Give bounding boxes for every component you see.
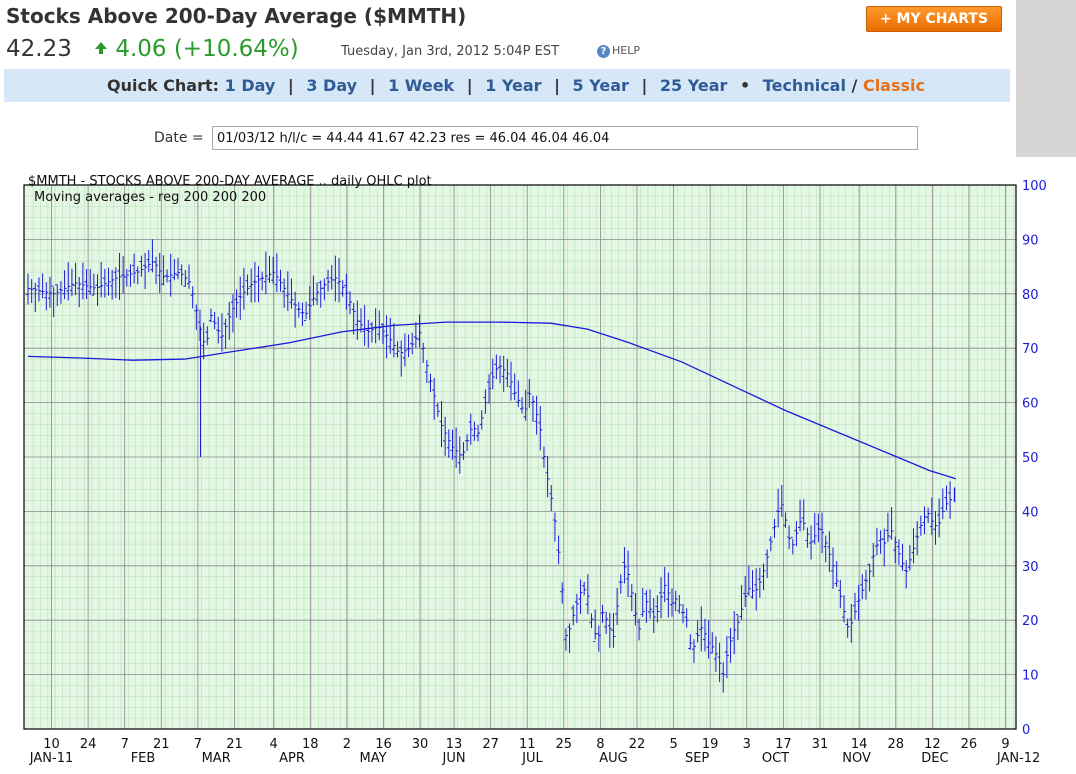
y-tick-label: 40 xyxy=(1022,505,1039,520)
chart-title: $MMTH - STOCKS ABOVE 200-DAY AVERAGE .. … xyxy=(28,174,432,189)
x-tick-label: 24 xyxy=(80,737,97,752)
x-tick-label: 8 xyxy=(596,737,604,752)
slash-separator: / xyxy=(851,76,858,95)
help-icon: ? xyxy=(597,45,610,58)
x-tick-label: 27 xyxy=(482,737,499,752)
month-label: APR xyxy=(279,751,305,766)
timestamp: Tuesday, Jan 3rd, 2012 5:04P EST xyxy=(341,44,560,59)
bullet-separator: • xyxy=(739,76,751,95)
y-tick-label: 30 xyxy=(1022,560,1039,575)
x-tick-label: 30 xyxy=(412,737,429,752)
x-tick-label: 13 xyxy=(446,737,463,752)
classic-link[interactable]: Classic xyxy=(862,76,925,95)
quick-link-25-year[interactable]: 25 Year xyxy=(659,76,728,95)
x-tick-label: 21 xyxy=(153,737,170,752)
date-label: Date = xyxy=(154,130,204,146)
y-tick-label: 100 xyxy=(1022,179,1047,194)
month-label: FEB xyxy=(131,751,156,766)
my-charts-button[interactable]: + MY CHARTS xyxy=(866,6,1002,32)
price-change-value: 4.06 (+10.64%) xyxy=(115,36,299,62)
month-label: JUN xyxy=(441,751,465,766)
quick-link-1-year[interactable]: 1 Year xyxy=(485,76,542,95)
month-label: JUL xyxy=(521,751,543,766)
x-tick-label: 12 xyxy=(924,737,941,752)
month-label: MAR xyxy=(202,751,231,766)
x-tick-label: 9 xyxy=(1001,737,1009,752)
x-tick-label: 21 xyxy=(226,737,243,752)
technical-link[interactable]: Technical xyxy=(762,76,846,95)
x-tick-label: 14 xyxy=(851,737,868,752)
y-tick-label: 80 xyxy=(1022,288,1039,303)
month-label: JAN-12 xyxy=(996,751,1040,766)
month-label: DEC xyxy=(921,751,948,766)
y-tick-label: 20 xyxy=(1022,614,1039,629)
x-tick-label: 2 xyxy=(343,737,351,752)
last-price: 42.23 xyxy=(6,36,72,62)
help-link[interactable]: ? HELP xyxy=(597,44,640,58)
month-label: MAY xyxy=(359,751,386,766)
month-label: OCT xyxy=(762,751,789,766)
quick-link-5-year[interactable]: 5 Year xyxy=(572,76,629,95)
month-label: SEP xyxy=(685,751,709,766)
quick-link-1-day[interactable]: 1 Day xyxy=(224,76,276,95)
chart-subtitle: Moving averages - reg 200 200 200 xyxy=(34,190,266,205)
quick-chart-bar: Quick Chart: 1 Day | 3 Day | 1 Week | 1 … xyxy=(4,69,1010,102)
separator: | xyxy=(287,76,294,95)
right-gray-panel xyxy=(1016,0,1076,157)
x-tick-label: 7 xyxy=(121,737,129,752)
x-tick-label: 26 xyxy=(961,737,978,752)
separator: | xyxy=(641,76,648,95)
month-label: JAN-11 xyxy=(29,751,73,766)
x-tick-label: 25 xyxy=(556,737,573,752)
x-tick-label: 7 xyxy=(194,737,202,752)
quick-link-3-day[interactable]: 3 Day xyxy=(306,76,358,95)
x-tick-label: 3 xyxy=(743,737,751,752)
y-tick-label: 70 xyxy=(1022,342,1039,357)
x-tick-label: 4 xyxy=(270,737,278,752)
up-arrow-icon xyxy=(95,42,107,54)
x-tick-label: 19 xyxy=(702,737,719,752)
y-tick-label: 60 xyxy=(1022,397,1039,412)
y-tick-label: 0 xyxy=(1022,723,1030,738)
separator: | xyxy=(554,76,560,95)
x-tick-label: 16 xyxy=(375,737,392,752)
quick-chart-label: Quick Chart: xyxy=(107,76,220,95)
x-tick-label: 10 xyxy=(43,737,60,752)
separator: | xyxy=(466,76,473,95)
x-tick-label: 18 xyxy=(302,737,319,752)
x-tick-label: 11 xyxy=(519,737,536,752)
month-label: AUG xyxy=(599,751,627,766)
plot-border xyxy=(23,184,1017,730)
y-tick-label: 90 xyxy=(1022,233,1039,248)
x-tick-label: 22 xyxy=(629,737,646,752)
month-label: NOV xyxy=(842,751,871,766)
x-tick-label: 28 xyxy=(887,737,904,752)
y-tick-label: 50 xyxy=(1022,451,1039,466)
separator: | xyxy=(369,76,376,95)
price-change: 4.06 (+10.64%) xyxy=(94,36,299,62)
x-tick-label: 5 xyxy=(669,737,677,752)
help-label: HELP xyxy=(612,44,640,57)
page-title: Stocks Above 200-Day Average ($MMTH) xyxy=(6,4,467,28)
quick-link-1-week[interactable]: 1 Week xyxy=(388,76,455,95)
moving-average-line xyxy=(27,321,957,480)
ohlc-chart: $MMTH - STOCKS ABOVE 200-DAY AVERAGE .. … xyxy=(23,174,1047,766)
y-tick-label: 10 xyxy=(1022,669,1039,684)
date-readout-field[interactable]: 01/03/12 h/l/c = 44.44 41.67 42.23 res =… xyxy=(212,126,918,150)
x-tick-label: 31 xyxy=(812,737,829,752)
x-tick-label: 17 xyxy=(775,737,792,752)
